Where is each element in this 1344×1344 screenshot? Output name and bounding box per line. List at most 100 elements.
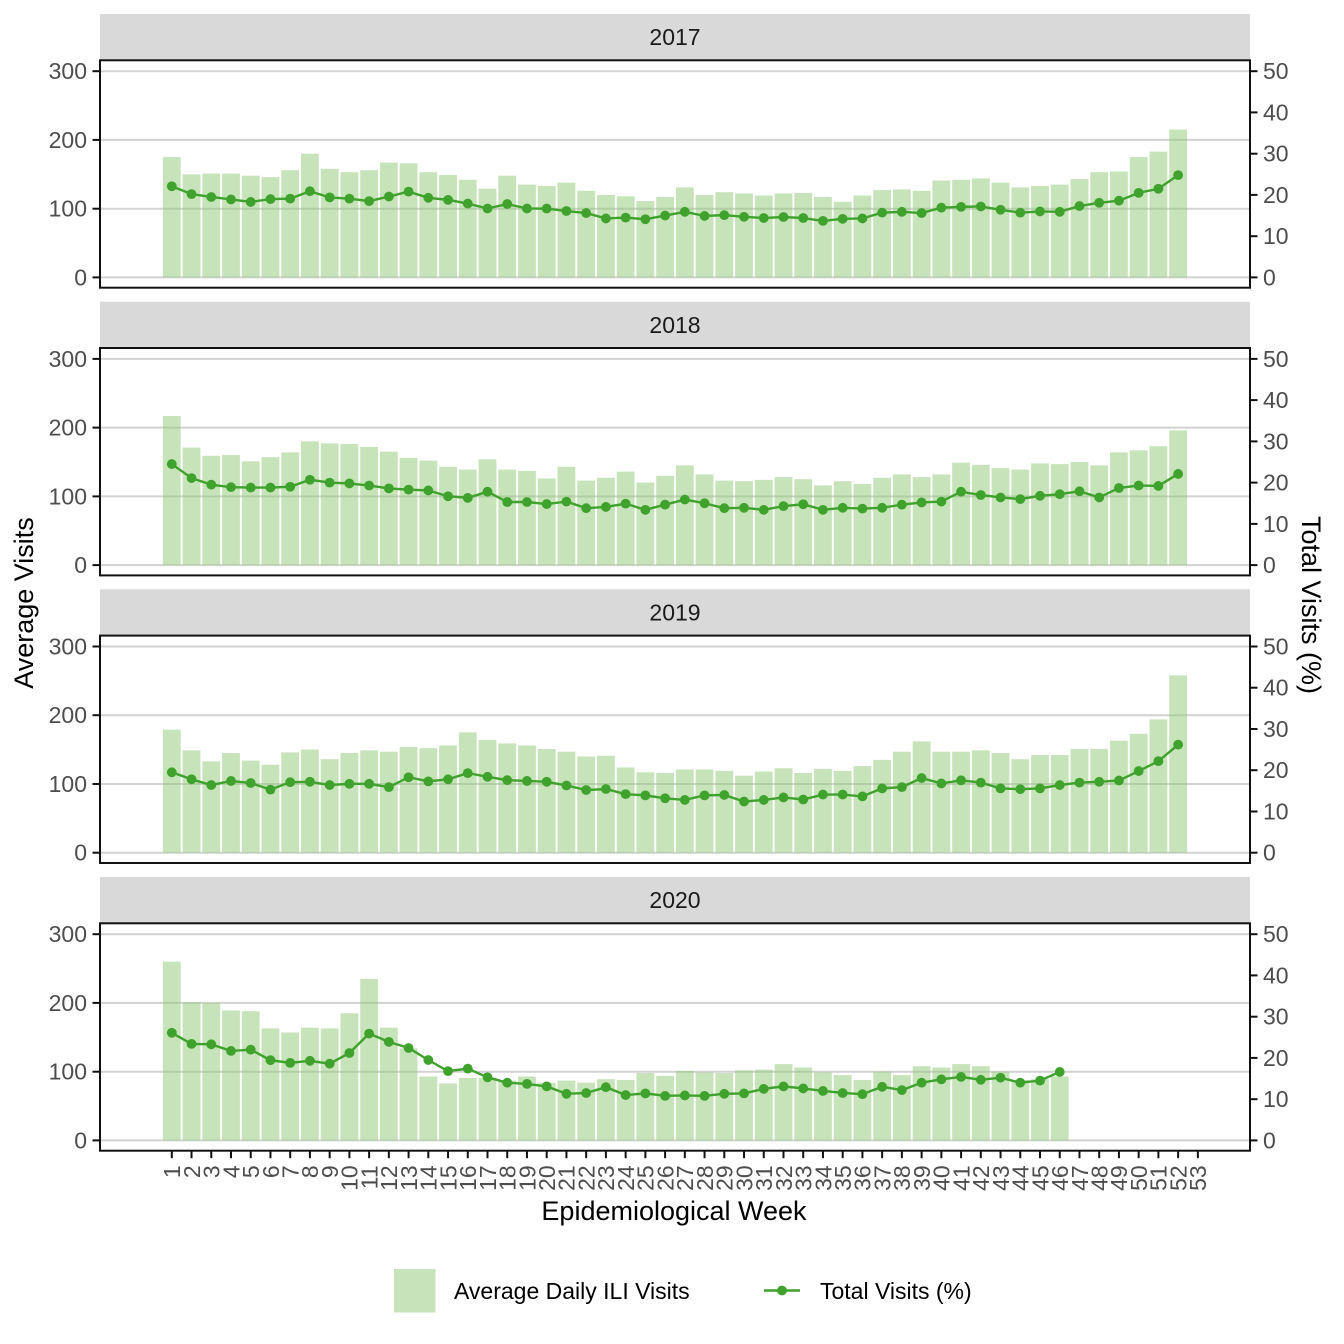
svg-text:24: 24 xyxy=(613,1165,639,1191)
svg-text:0: 0 xyxy=(1263,840,1276,866)
svg-text:200: 200 xyxy=(49,415,87,441)
svg-text:53: 53 xyxy=(1185,1165,1211,1191)
svg-text:100: 100 xyxy=(49,483,87,509)
svg-text:13: 13 xyxy=(396,1165,422,1191)
svg-text:Total Visits (%): Total Visits (%) xyxy=(1296,516,1326,694)
svg-text:4: 4 xyxy=(218,1165,244,1178)
svg-text:2018: 2018 xyxy=(649,312,700,338)
svg-text:16: 16 xyxy=(455,1165,481,1191)
svg-text:Average Visits: Average Visits xyxy=(9,517,39,689)
svg-text:51: 51 xyxy=(1146,1165,1172,1191)
svg-text:40: 40 xyxy=(1263,387,1289,413)
svg-text:300: 300 xyxy=(49,921,87,947)
svg-text:40: 40 xyxy=(1263,99,1289,125)
svg-text:42: 42 xyxy=(968,1165,994,1191)
svg-text:17: 17 xyxy=(475,1165,501,1191)
svg-text:30: 30 xyxy=(1263,1004,1289,1030)
svg-text:34: 34 xyxy=(810,1165,836,1191)
svg-text:2: 2 xyxy=(179,1165,205,1178)
svg-text:40: 40 xyxy=(929,1165,955,1191)
svg-text:45: 45 xyxy=(1027,1165,1053,1191)
svg-text:40: 40 xyxy=(1263,675,1289,701)
svg-text:300: 300 xyxy=(49,58,87,84)
svg-text:23: 23 xyxy=(593,1165,619,1191)
svg-text:100: 100 xyxy=(49,1059,87,1085)
svg-text:49: 49 xyxy=(1106,1165,1132,1191)
svg-text:2019: 2019 xyxy=(649,599,700,625)
svg-text:12: 12 xyxy=(376,1165,402,1191)
svg-text:27: 27 xyxy=(672,1165,698,1191)
svg-text:Total Visits (%): Total Visits (%) xyxy=(820,1278,972,1304)
svg-text:26: 26 xyxy=(652,1165,678,1191)
svg-text:50: 50 xyxy=(1263,58,1289,84)
svg-text:41: 41 xyxy=(948,1165,974,1191)
svg-text:0: 0 xyxy=(74,552,87,578)
svg-text:22: 22 xyxy=(573,1165,599,1191)
svg-text:29: 29 xyxy=(712,1165,738,1191)
svg-text:50: 50 xyxy=(1263,921,1289,947)
svg-text:48: 48 xyxy=(1087,1165,1113,1191)
svg-text:14: 14 xyxy=(416,1165,442,1191)
svg-text:40: 40 xyxy=(1263,962,1289,988)
svg-text:200: 200 xyxy=(49,990,87,1016)
svg-text:100: 100 xyxy=(49,196,87,222)
svg-text:0: 0 xyxy=(74,840,87,866)
svg-text:8: 8 xyxy=(297,1165,323,1178)
svg-text:20: 20 xyxy=(1263,470,1289,496)
svg-text:0: 0 xyxy=(1263,552,1276,578)
svg-text:3: 3 xyxy=(199,1165,225,1178)
svg-text:10: 10 xyxy=(1263,799,1289,825)
svg-text:10: 10 xyxy=(337,1165,363,1191)
svg-text:0: 0 xyxy=(74,1127,87,1153)
svg-text:30: 30 xyxy=(1263,428,1289,454)
svg-text:46: 46 xyxy=(1047,1165,1073,1191)
svg-text:38: 38 xyxy=(889,1165,915,1191)
svg-text:30: 30 xyxy=(1263,716,1289,742)
svg-text:5: 5 xyxy=(238,1165,264,1178)
svg-text:28: 28 xyxy=(692,1165,718,1191)
svg-text:44: 44 xyxy=(1008,1165,1034,1191)
svg-text:31: 31 xyxy=(751,1165,777,1191)
svg-text:0: 0 xyxy=(74,264,87,290)
svg-text:50: 50 xyxy=(1126,1165,1152,1191)
svg-text:15: 15 xyxy=(435,1165,461,1191)
svg-text:Epidemiological Week: Epidemiological Week xyxy=(541,1196,807,1226)
svg-text:Average Daily ILI Visits: Average Daily ILI Visits xyxy=(454,1278,690,1304)
svg-text:33: 33 xyxy=(791,1165,817,1191)
svg-text:10: 10 xyxy=(1263,1086,1289,1112)
svg-text:19: 19 xyxy=(514,1165,540,1191)
svg-text:300: 300 xyxy=(49,346,87,372)
svg-text:50: 50 xyxy=(1263,346,1289,372)
svg-text:30: 30 xyxy=(731,1165,757,1191)
svg-text:20: 20 xyxy=(1263,1045,1289,1071)
svg-text:11: 11 xyxy=(356,1165,382,1189)
svg-text:0: 0 xyxy=(1263,1127,1276,1153)
svg-text:25: 25 xyxy=(633,1165,659,1191)
svg-text:20: 20 xyxy=(1263,757,1289,783)
svg-text:47: 47 xyxy=(1067,1165,1093,1191)
svg-text:10: 10 xyxy=(1263,223,1289,249)
svg-text:100: 100 xyxy=(49,771,87,797)
svg-text:9: 9 xyxy=(317,1165,343,1178)
svg-text:20: 20 xyxy=(1263,182,1289,208)
svg-text:7: 7 xyxy=(277,1165,303,1178)
svg-text:50: 50 xyxy=(1263,634,1289,660)
svg-text:0: 0 xyxy=(1263,264,1276,290)
svg-text:300: 300 xyxy=(49,634,87,660)
svg-text:35: 35 xyxy=(830,1165,856,1191)
svg-text:18: 18 xyxy=(495,1165,521,1191)
svg-text:36: 36 xyxy=(850,1165,876,1191)
svg-text:10: 10 xyxy=(1263,511,1289,537)
svg-text:30: 30 xyxy=(1263,141,1289,167)
svg-text:21: 21 xyxy=(554,1165,580,1191)
svg-text:6: 6 xyxy=(258,1165,284,1178)
svg-text:43: 43 xyxy=(988,1165,1014,1191)
svg-text:39: 39 xyxy=(909,1165,935,1191)
svg-text:2020: 2020 xyxy=(649,887,700,913)
svg-text:200: 200 xyxy=(49,127,87,153)
svg-text:1: 1 xyxy=(159,1165,185,1178)
svg-text:52: 52 xyxy=(1165,1165,1191,1191)
svg-text:20: 20 xyxy=(534,1165,560,1191)
svg-text:200: 200 xyxy=(49,702,87,728)
svg-text:37: 37 xyxy=(869,1165,895,1191)
